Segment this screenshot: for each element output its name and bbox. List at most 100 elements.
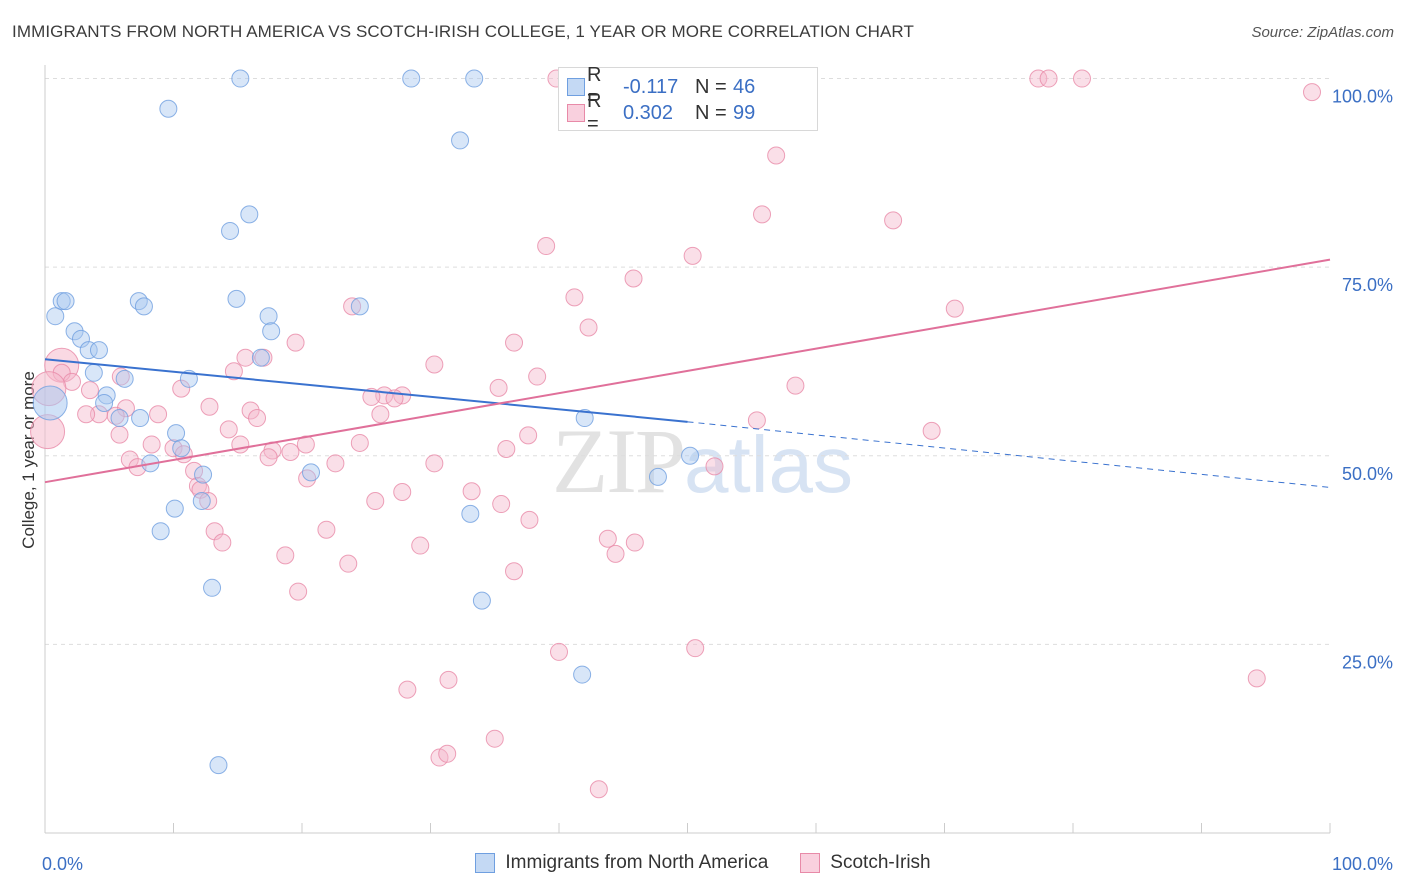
point-immigrants [451, 131, 470, 150]
point-scotch-irish [606, 544, 625, 563]
point-scotch-irish [199, 492, 218, 511]
legend-row-immigrants: R = -0.117 N = 46 [567, 64, 756, 109]
point-scotch-irish [1303, 83, 1322, 102]
point-immigrants [79, 341, 98, 360]
point-immigrants [97, 386, 116, 405]
point-scotch-irish [281, 443, 300, 461]
point-immigrants [89, 341, 108, 360]
point-immigrants [573, 665, 592, 684]
y-tick-label: 75.0% [1342, 275, 1393, 295]
point-scotch-irish [411, 536, 430, 555]
point-scotch-irish [786, 376, 805, 395]
point-immigrants [159, 99, 178, 118]
legend-swatch-pink [567, 104, 585, 122]
x-tick-label: 100.0% [1332, 854, 1393, 874]
point-scotch-irish [753, 205, 772, 224]
point-scotch-irish [236, 348, 255, 367]
point-scotch-irish [520, 510, 539, 529]
point-scotch-irish [164, 439, 183, 458]
point-immigrants [461, 504, 480, 523]
legend-swatch-blue [567, 78, 585, 96]
point-scotch-irish [686, 639, 705, 658]
point-immigrants [648, 467, 667, 486]
point-scotch-irish [1247, 669, 1266, 688]
point-scotch-irish [884, 211, 903, 230]
point-immigrants [172, 439, 191, 458]
point-scotch-irish [185, 461, 204, 480]
point-scotch-irish [705, 457, 724, 476]
legend-label-scotch-irish: Scotch-Irish [830, 852, 931, 873]
point-scotch-irish [110, 425, 129, 444]
point-scotch-irish [1072, 69, 1091, 88]
point-scotch-irish [505, 333, 524, 352]
chart-title: IMMIGRANTS FROM NORTH AMERICA VS SCOTCH-… [12, 22, 914, 41]
point-scotch-irish [550, 642, 568, 661]
watermark-zip: ZIP [552, 410, 686, 512]
x-tick-label: 0.0% [42, 854, 83, 874]
legend-label-immigrants: Immigrants from North America [505, 852, 769, 873]
n-label: N = [695, 101, 727, 124]
point-immigrants [227, 289, 246, 308]
point-scotch-irish [425, 355, 444, 374]
point-scotch-irish [142, 435, 161, 454]
point-scotch-irish [589, 780, 608, 799]
point-immigrants [301, 463, 320, 482]
point-scotch-irish [343, 297, 362, 316]
point-scotch-irish [425, 454, 444, 473]
n-value: 46 [733, 75, 756, 98]
watermark-atlas: atlas [684, 420, 853, 509]
point-scotch-irish [116, 399, 135, 418]
point-scotch-irish [80, 381, 99, 400]
point-scotch-irish [371, 405, 390, 424]
point-scotch-irish [219, 420, 238, 439]
point-immigrants [65, 322, 84, 341]
point-immigrants [115, 369, 134, 388]
point-immigrants [131, 409, 150, 428]
trendline-scotch-irish [44, 258, 1331, 484]
correlation-legend: R = -0.117 N = 46 R = 0.302 N = 99 [558, 64, 818, 135]
point-immigrants [465, 69, 484, 88]
point-immigrants [262, 322, 281, 341]
point-scotch-irish [579, 318, 598, 337]
point-scotch-irish [497, 439, 516, 458]
point-scotch-irish [224, 362, 243, 381]
y-tick-label: 50.0% [1342, 464, 1393, 484]
y-axis-label: College, 1 year or more [19, 371, 38, 549]
r-label: R = [587, 90, 602, 135]
legend-item-scotch-irish: Scotch-Irish [800, 852, 931, 874]
y-tick-label: 25.0% [1342, 652, 1393, 672]
point-scotch-irish [286, 333, 305, 352]
point-scotch-irish [537, 237, 556, 256]
point-scotch-irish [598, 529, 617, 548]
point-scotch-irish [489, 378, 508, 397]
point-scotch-irish [213, 533, 232, 552]
point-scotch-irish [747, 411, 766, 430]
point-scotch-irish [505, 562, 524, 581]
legend-swatch-blue [475, 853, 496, 873]
legend-swatch-pink [800, 853, 821, 873]
point-immigrants [134, 297, 153, 316]
n-label: N = [695, 75, 727, 98]
point-immigrants [350, 297, 369, 316]
point-immigrants [231, 69, 250, 88]
point-scotch-irish [317, 520, 336, 539]
point-scotch-irish [366, 492, 385, 511]
point-immigrants [52, 292, 71, 311]
point-immigrants [194, 465, 213, 484]
point-scotch-irish [172, 379, 191, 398]
r-value: -0.117 [623, 75, 679, 98]
legend-row-scotch-irish: R = 0.302 N = 99 [567, 90, 755, 135]
point-scotch-irish [393, 482, 412, 501]
point-immigrants [402, 69, 421, 88]
point-immigrants [151, 522, 170, 541]
point-immigrants [192, 492, 211, 511]
point-immigrants [46, 307, 65, 326]
point-immigrants [110, 409, 129, 428]
point-scotch-irish [624, 269, 643, 288]
point-scotch-irish [922, 421, 941, 440]
point-scotch-irish [625, 533, 644, 552]
r-value: 0.302 [623, 101, 674, 124]
point-scotch-irish [276, 546, 295, 565]
point-immigrants [221, 221, 240, 240]
